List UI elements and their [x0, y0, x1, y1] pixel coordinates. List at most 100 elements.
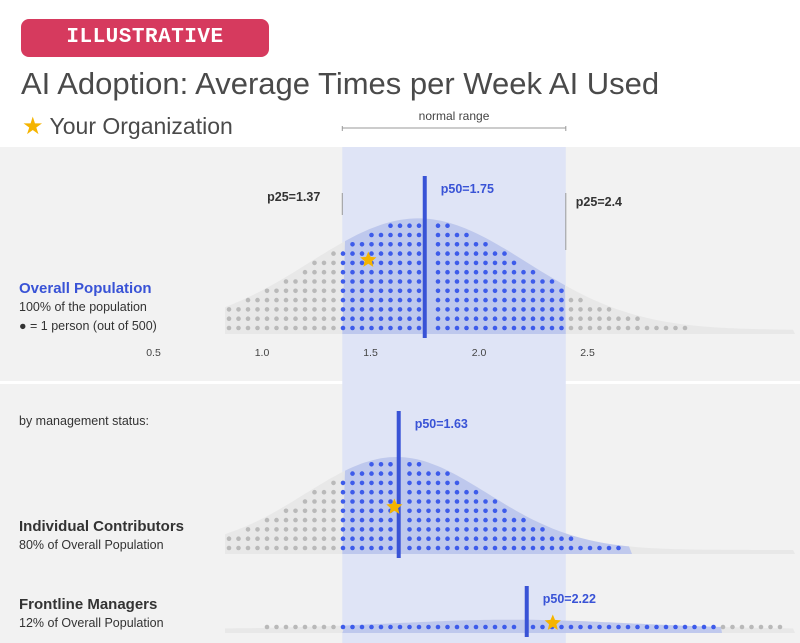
data-dot: [464, 536, 469, 541]
data-dot: [331, 316, 336, 322]
data-dot: [711, 624, 716, 630]
data-dot: [340, 288, 346, 294]
data-dot: [359, 536, 365, 541]
data-dot: [388, 223, 393, 228]
data-dot: [492, 517, 498, 523]
data-dot: [473, 527, 479, 532]
data-dot: [416, 279, 422, 284]
data-dot: [521, 269, 526, 275]
data-dot: [388, 499, 393, 504]
data-dot: [283, 536, 289, 541]
data-dot: [331, 624, 336, 630]
data-dot: [587, 307, 593, 312]
data-dot: [587, 316, 593, 322]
data-dot: [473, 297, 479, 303]
data-dot: [302, 527, 308, 532]
data-dot: [407, 288, 412, 294]
data-dot: [454, 232, 460, 238]
data-dot: [768, 624, 773, 630]
data-dot: [416, 471, 422, 476]
data-dot: [521, 527, 526, 532]
data-dot: [530, 325, 536, 331]
data-dot: [521, 307, 526, 312]
data-dot: [435, 279, 441, 284]
data-dot: [464, 269, 469, 275]
data-dot: [720, 624, 726, 630]
data-dot: [464, 624, 469, 630]
data-dot: [312, 269, 317, 275]
data-dot: [426, 536, 431, 541]
data-dot: [397, 297, 403, 303]
data-dot: [350, 536, 355, 541]
frontline-managers-p50-label: p50=2.22: [543, 592, 596, 606]
data-dot: [378, 251, 384, 256]
data-dot: [407, 508, 412, 514]
data-dot: [464, 251, 469, 256]
data-dot: [511, 297, 517, 303]
data-dot: [473, 260, 479, 266]
data-dot: [654, 325, 659, 331]
data-dot: [321, 527, 327, 532]
data-dot: [568, 536, 574, 541]
data-dot: [511, 624, 517, 630]
data-dot: [321, 260, 327, 266]
data-dot: [492, 288, 498, 294]
data-dot: [426, 527, 431, 532]
data-dot: [454, 316, 460, 322]
data-dot: [492, 316, 498, 322]
data-dot: [511, 269, 517, 275]
data-dot: [350, 288, 355, 294]
data-dot: [264, 545, 270, 551]
data-dot: [407, 232, 412, 238]
data-dot: [521, 297, 526, 303]
data-dot: [369, 462, 374, 467]
data-dot: [331, 307, 336, 312]
subtitle-text: Your Organization: [49, 113, 233, 139]
data-dot: [416, 517, 422, 523]
data-dot: [226, 325, 232, 331]
data-dot: [302, 499, 308, 504]
data-dot: [331, 489, 336, 495]
data-dot: [388, 297, 393, 303]
data-dot: [492, 527, 498, 532]
data-dot: [264, 288, 270, 294]
data-dot: [445, 279, 450, 284]
data-dot: [388, 242, 393, 247]
data-dot: [416, 251, 422, 256]
data-dot: [369, 545, 374, 551]
data-dot: [264, 297, 270, 303]
data-dot: [625, 316, 631, 322]
data-dot: [540, 288, 545, 294]
data-dot: [331, 517, 336, 523]
frontline-managers-label: Frontline Managers 12% of Overall Popula…: [19, 595, 164, 633]
data-dot: [464, 297, 469, 303]
data-dot: [435, 325, 441, 331]
data-dot: [359, 325, 365, 331]
data-dot: [378, 527, 384, 532]
data-dot: [464, 325, 469, 331]
data-dot: [378, 536, 384, 541]
data-dot: [274, 624, 279, 630]
normal-range-label: normal range: [419, 109, 490, 123]
data-dot: [293, 624, 298, 630]
data-dot: [511, 527, 517, 532]
data-dot: [293, 288, 298, 294]
data-dot: [530, 297, 536, 303]
data-dot: [312, 517, 317, 523]
data-dot: [445, 242, 450, 247]
data-dot: [312, 545, 317, 551]
data-dot: [378, 260, 384, 266]
data-dot: [673, 325, 678, 331]
data-dot: [340, 536, 346, 541]
data-dot: [255, 297, 260, 303]
data-dot: [635, 325, 640, 331]
data-dot: [321, 325, 327, 331]
data-dot: [350, 251, 355, 256]
data-dot: [511, 517, 517, 523]
data-dot: [435, 297, 441, 303]
data-dot: [464, 288, 469, 294]
data-dot: [302, 545, 308, 551]
data-dot: [540, 325, 545, 331]
data-dot: [549, 325, 555, 331]
data-dot: [521, 536, 526, 541]
